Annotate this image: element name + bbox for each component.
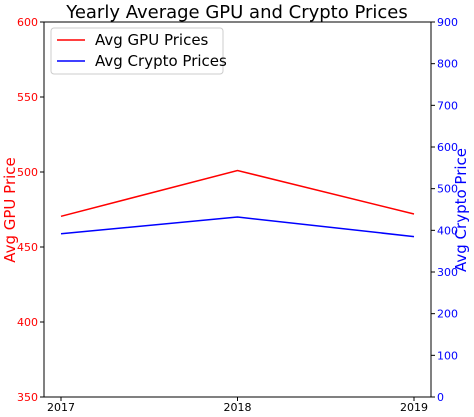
x-tick-label: 2019 [400, 401, 428, 414]
x-tick-label: 2017 [47, 401, 75, 414]
legend-box [50, 27, 224, 75]
left-y-axis-ticks: 350 400 450 500 550 600 [17, 16, 44, 404]
left-y-tick-label: 600 [17, 16, 38, 29]
right-y-tick-label: 400 [437, 224, 458, 237]
x-tick-label: 2018 [224, 401, 252, 414]
right-y-tick-label: 800 [437, 58, 458, 71]
chart-title: Yearly Average GPU and Crypto Prices [65, 2, 408, 23]
x-axis-ticks: 2017 2018 2019 [47, 397, 428, 414]
legend-label: Avg Crypto Prices [95, 52, 227, 70]
legend: Avg GPU Prices Avg Crypto Prices [50, 27, 227, 75]
left-y-tick-label: 500 [17, 166, 38, 179]
right-y-tick-label: 100 [437, 349, 458, 362]
left-y-tick-label: 450 [17, 241, 38, 254]
right-y-axis-ticks: 0 100 200 300 400 500 600 700 800 900 [431, 16, 458, 404]
left-y-tick-label: 400 [17, 316, 38, 329]
right-y-tick-label: 700 [437, 99, 458, 112]
plot-frame [43, 21, 432, 398]
right-y-tick-label: 900 [437, 16, 458, 29]
left-y-tick-label: 350 [17, 391, 38, 404]
right-y-tick-label: 200 [437, 308, 458, 321]
left-y-tick-label: 550 [17, 91, 38, 104]
right-y-axis-label: Avg Crypto Price [452, 148, 470, 272]
series-line-1 [60, 169, 415, 218]
series-line-2 [60, 216, 415, 238]
right-y-tick-label: 600 [437, 141, 458, 154]
plot-border [43, 21, 432, 398]
right-y-tick-label: 300 [437, 266, 458, 279]
right-y-tick-label: 500 [437, 183, 458, 196]
legend-label: Avg GPU Prices [95, 31, 209, 49]
right-y-tick-label: 0 [437, 391, 444, 404]
left-y-axis-label: Avg GPU Price [1, 157, 19, 263]
series-layer [60, 169, 415, 238]
